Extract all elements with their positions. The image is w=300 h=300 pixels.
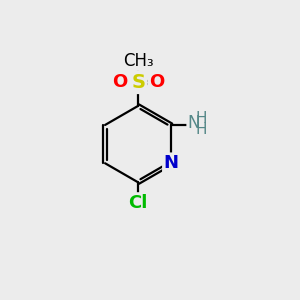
Text: CH₃: CH₃: [123, 52, 154, 70]
Text: O: O: [112, 73, 128, 91]
Text: O: O: [149, 73, 164, 91]
Text: H: H: [196, 111, 207, 126]
Text: N: N: [164, 154, 179, 172]
Text: Cl: Cl: [128, 194, 148, 212]
Text: S: S: [131, 73, 145, 92]
Text: H: H: [196, 122, 207, 137]
Text: N: N: [187, 114, 200, 132]
